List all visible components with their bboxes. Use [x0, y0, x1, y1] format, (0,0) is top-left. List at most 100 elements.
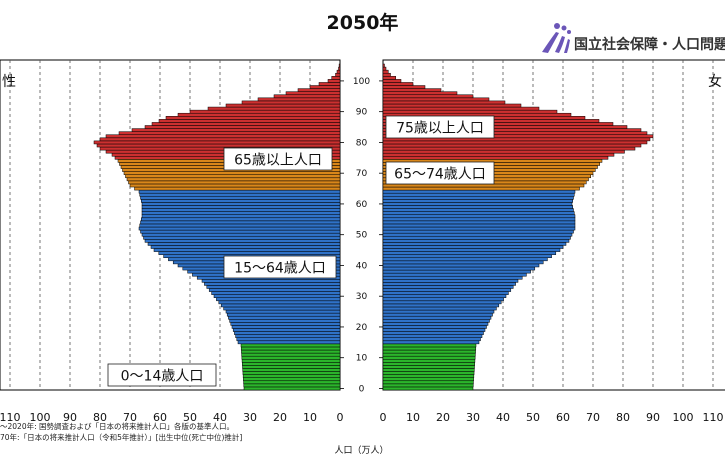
male-bar: [234, 331, 341, 335]
female-bar: [382, 337, 481, 342]
male-bar: [211, 291, 341, 295]
label-75-over: 75歳以上人口: [396, 121, 484, 137]
label-65-over: 65歳以上人口: [234, 153, 322, 169]
male-bar: [144, 125, 341, 129]
female-bar: [382, 272, 527, 277]
female-bar: [382, 226, 576, 231]
male-bar: [240, 346, 341, 351]
female-bar: [382, 291, 509, 295]
male-bar: [241, 349, 341, 354]
female-bar: [382, 85, 426, 89]
male-bar: [131, 128, 341, 132]
male-bar: [141, 202, 341, 206]
male-bar: [327, 79, 341, 83]
label-15-64: 15〜64歳人口: [234, 261, 326, 277]
male-bar: [141, 208, 341, 212]
female-bar: [382, 297, 504, 302]
female-bar: [382, 288, 512, 292]
male-bar: [118, 131, 341, 135]
label-75-over-box: [385, 115, 495, 139]
female-bar: [382, 358, 476, 363]
male-bar: [93, 140, 341, 145]
male-bar: [225, 103, 341, 108]
male-bar: [338, 66, 341, 71]
male-bar: [216, 297, 341, 302]
male-x-tick-label: 80: [93, 411, 107, 424]
female-x-tick-label: 70: [586, 411, 600, 424]
female-bar: [382, 76, 396, 80]
female-bar: [382, 377, 474, 382]
female-bar: [382, 315, 492, 320]
male-bar: [151, 122, 341, 126]
male-bar: [228, 315, 341, 320]
male-bar: [189, 109, 341, 114]
female-bar: [382, 380, 474, 385]
male-bar: [125, 174, 341, 179]
label-0-14: 0〜14歳人口: [121, 369, 204, 385]
female-bar: [382, 242, 567, 246]
female-bar: [382, 355, 476, 360]
age-tick-label: 40: [356, 261, 368, 271]
female-bar: [382, 349, 476, 354]
male-x-tick-label: 40: [213, 411, 227, 424]
female-x-tick-label: 40: [496, 411, 510, 424]
male-bar: [206, 285, 341, 289]
female-bar: [382, 143, 642, 148]
male-bar: [338, 63, 341, 68]
female-bar: [382, 371, 475, 375]
female-bar: [382, 300, 502, 305]
male-x-tick-label: 30: [243, 411, 257, 424]
female-bar: [382, 251, 557, 255]
male-bar: [318, 82, 341, 86]
female-bar: [382, 294, 507, 298]
female-bar: [382, 63, 385, 68]
male-bar: [243, 377, 341, 382]
female-bar: [382, 239, 570, 243]
male-bar: [150, 245, 341, 249]
female-bar: [382, 211, 575, 215]
female-bar: [382, 334, 483, 338]
male-bar: [147, 242, 341, 246]
male-x-tick-label: 20: [273, 411, 287, 424]
age-tick-label: 30: [356, 292, 368, 302]
female-bar: [382, 97, 490, 102]
male-bar: [229, 319, 341, 323]
male-bar: [141, 232, 341, 237]
female-bar: [382, 229, 574, 234]
female-bar: [382, 248, 561, 252]
female-x-tick-label: 80: [616, 411, 630, 424]
female-bar: [382, 202, 573, 206]
female-bar: [382, 66, 387, 71]
female-bar: [382, 149, 625, 154]
female-x-tick-label: 0: [380, 411, 387, 424]
male-bar: [220, 303, 341, 308]
male-bar: [105, 134, 341, 139]
org-logo-icon: [542, 23, 571, 53]
female-bar: [382, 386, 474, 391]
male-bar: [243, 380, 341, 385]
female-bar: [382, 156, 609, 160]
female-bar: [382, 88, 442, 92]
male-bar: [231, 325, 341, 329]
female-bar: [382, 322, 489, 326]
male-bar: [129, 183, 341, 188]
female-bar: [382, 72, 391, 77]
male-bar: [242, 365, 341, 369]
age-tick-label: 50: [356, 231, 368, 241]
female-bar: [382, 282, 516, 286]
age-tick-label: 60: [356, 200, 368, 210]
male-bar: [213, 294, 341, 298]
male-bar: [309, 85, 341, 89]
male-bar: [285, 91, 341, 96]
female-bar: [382, 285, 514, 289]
male-bar: [208, 288, 341, 292]
female-bar: [382, 195, 574, 200]
label-65-74-box: [385, 161, 495, 185]
age-tick-label: 20: [356, 323, 368, 333]
female-bar: [382, 94, 474, 99]
male-bar: [139, 192, 341, 197]
age-tick-label: 100: [353, 77, 370, 87]
female-bar: [382, 362, 475, 366]
male-x-tick-label: 0: [337, 411, 344, 424]
